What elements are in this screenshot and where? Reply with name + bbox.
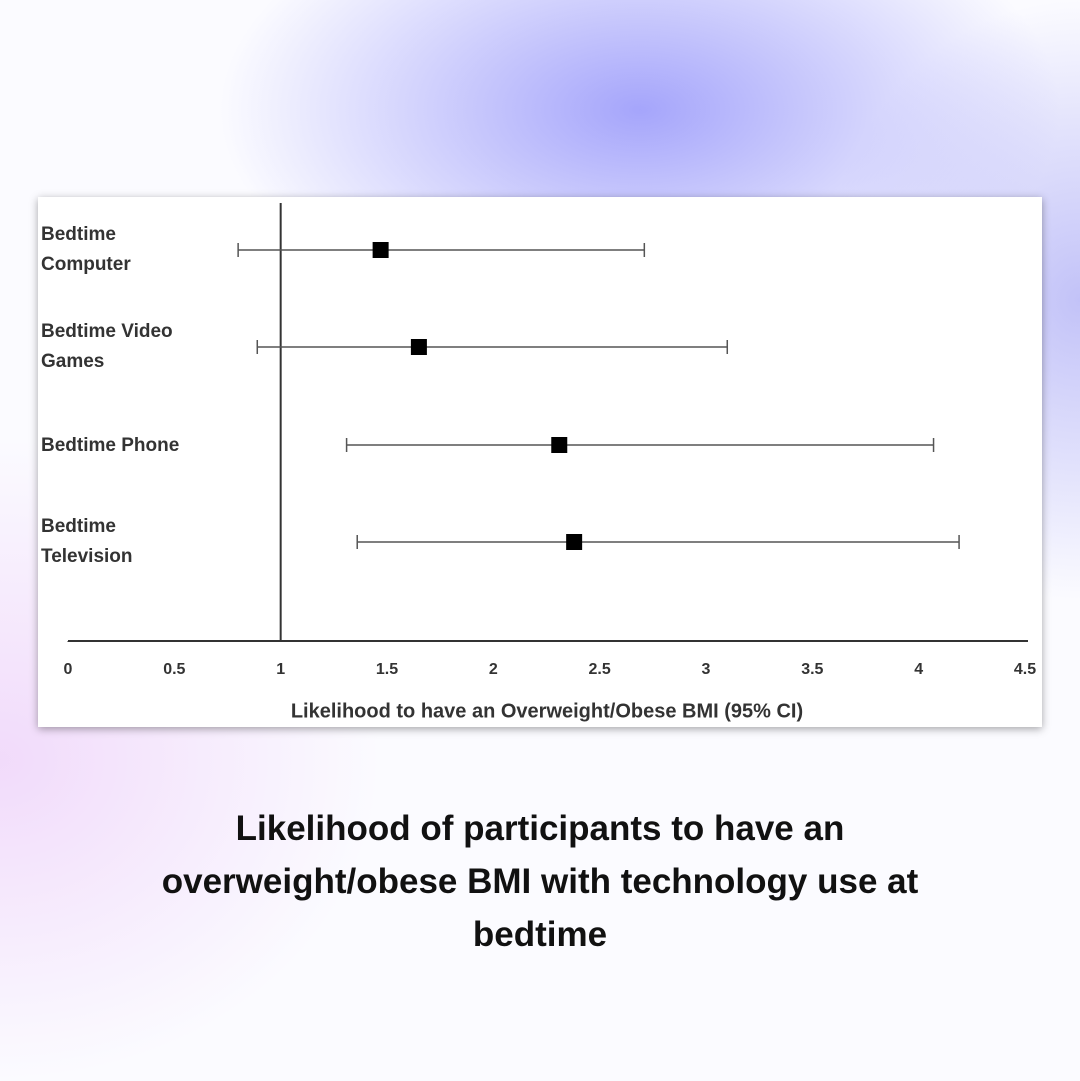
x-axis-label: Likelihood to have an Overweight/Obese B… xyxy=(291,700,803,722)
category-label: Bedtime Phone xyxy=(41,435,180,456)
chart-card xyxy=(38,197,1042,727)
point-estimate xyxy=(566,534,583,550)
x-tick-label: 1.5 xyxy=(376,661,398,678)
point-estimate xyxy=(551,437,568,453)
category-label: Bedtime Television xyxy=(41,516,133,567)
x-tick-label: 2.5 xyxy=(589,661,611,678)
caption: Likelihood of participants to have an ov… xyxy=(161,809,919,954)
category-label: Bedtime Video Games xyxy=(41,321,173,372)
x-tick-label: 3 xyxy=(702,661,711,678)
x-tick-label: 1 xyxy=(276,661,285,678)
x-tick-label: 4 xyxy=(914,661,923,678)
x-tick-label: 2 xyxy=(489,661,498,678)
x-tick-label: 0 xyxy=(64,661,73,678)
x-tick-label: 3.5 xyxy=(801,661,823,678)
x-tick-label: 4.5 xyxy=(1014,661,1036,678)
point-estimate xyxy=(372,242,389,258)
x-tick-label: 0.5 xyxy=(163,661,185,678)
point-estimate xyxy=(410,339,427,355)
category-label: Bedtime Computer xyxy=(41,224,131,275)
